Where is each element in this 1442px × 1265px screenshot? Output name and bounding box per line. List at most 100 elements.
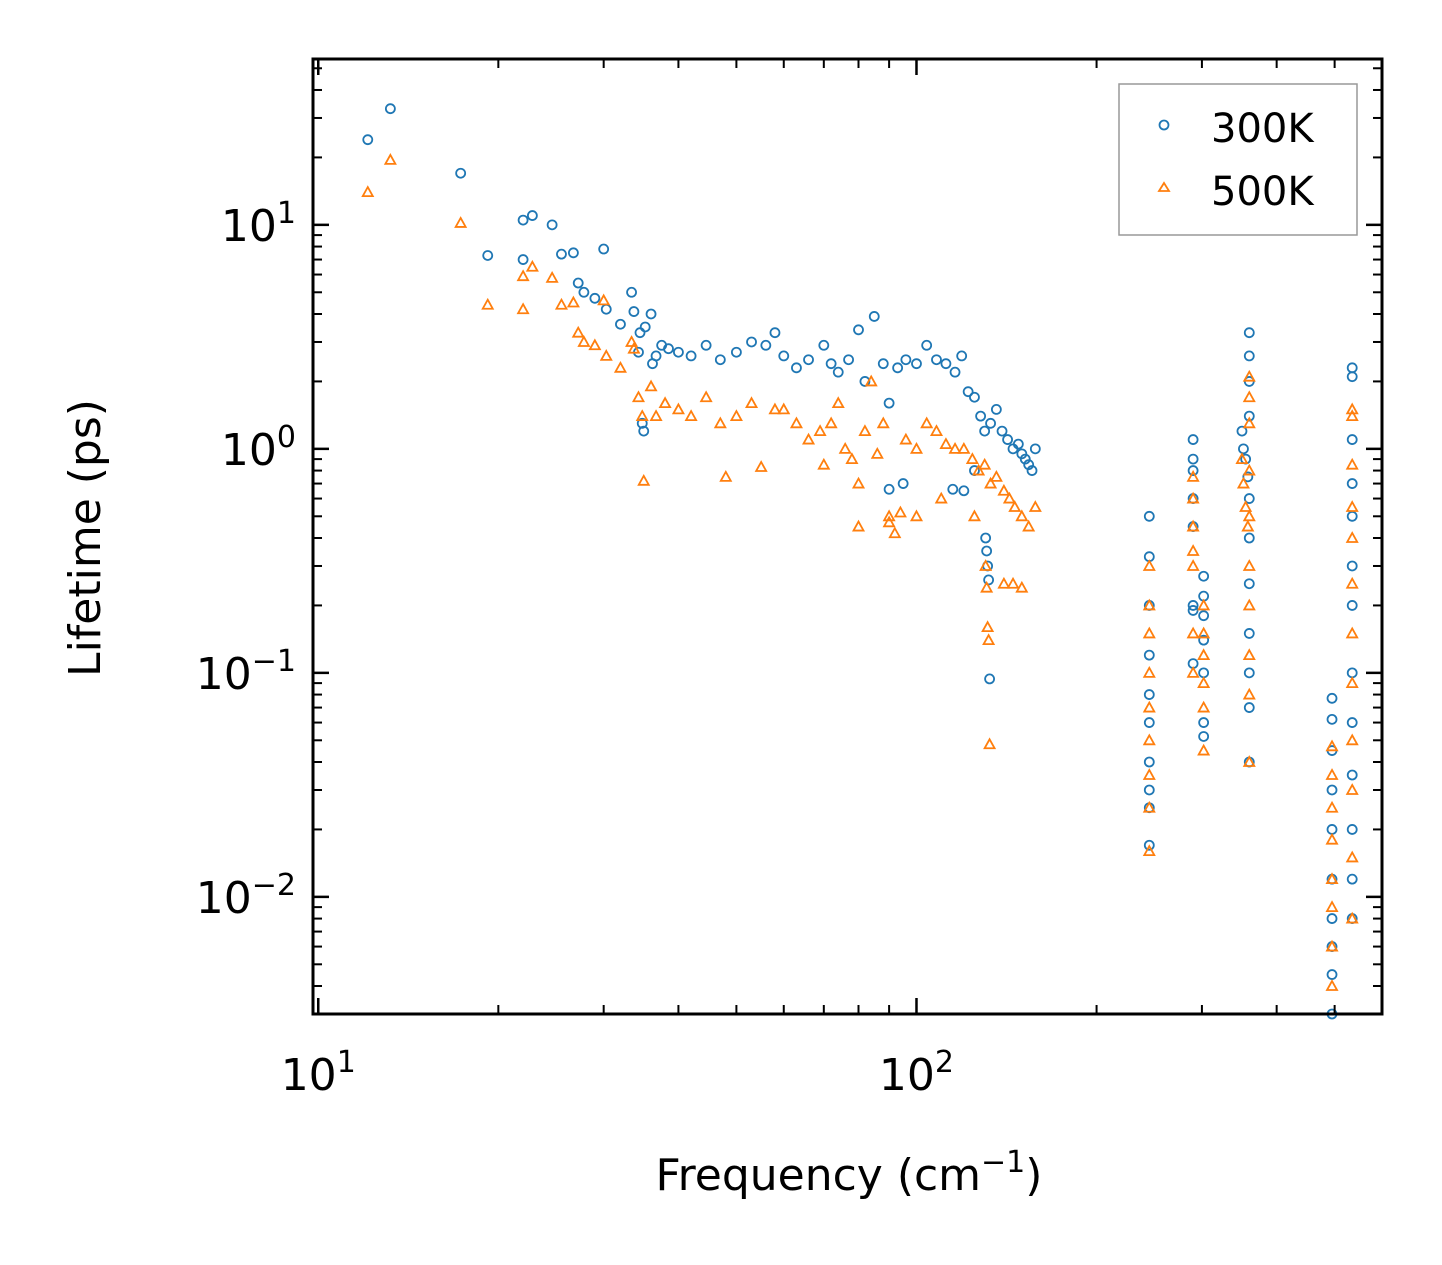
point-500k: [831, 396, 845, 409]
point-300k: [1243, 327, 1255, 339]
point-500k: [768, 402, 782, 415]
point-300k: [1143, 649, 1155, 661]
point-300k: [482, 250, 494, 261]
point-300k: [979, 425, 991, 437]
point-300k: [778, 350, 790, 362]
point-500k: [1345, 850, 1359, 863]
legend-box: [1118, 83, 1358, 236]
point-500k: [1345, 733, 1359, 746]
x-tick-label: 101: [281, 1045, 356, 1101]
point-500k: [838, 442, 852, 454]
point-500k: [1197, 700, 1211, 713]
point-300k: [825, 358, 837, 370]
point-500k: [1142, 800, 1156, 813]
point-500k: [649, 409, 663, 422]
point-300k: [803, 354, 814, 366]
point-500k: [864, 374, 878, 387]
point-300k: [626, 286, 637, 298]
point-500k: [1186, 626, 1200, 639]
point-300k: [568, 247, 579, 259]
point-300k: [730, 346, 742, 358]
point-300k: [1346, 560, 1358, 572]
point-500k: [982, 633, 996, 646]
point-300k: [639, 321, 651, 333]
point-500k: [817, 457, 831, 470]
legend-label-300k: 300K: [1211, 106, 1315, 152]
point-500k: [1186, 491, 1200, 504]
point-300k: [980, 532, 992, 544]
point-300k: [996, 425, 1008, 437]
legend-label-500k: 500K: [1211, 169, 1315, 215]
point-500k: [1197, 598, 1211, 611]
point-300k: [1143, 717, 1155, 728]
y-tick-label: 101: [221, 196, 296, 252]
point-300k: [1198, 634, 1210, 646]
point-500k: [1006, 576, 1020, 589]
point-500k: [754, 460, 768, 472]
point-300k: [546, 219, 558, 231]
point-500k: [909, 509, 924, 522]
point-300k: [1187, 605, 1199, 616]
point-500k: [1142, 700, 1156, 713]
point-500k: [554, 297, 568, 310]
point-500k: [929, 424, 944, 437]
point-300k: [685, 350, 697, 362]
point-300k: [1243, 350, 1255, 362]
point-300k: [911, 358, 922, 370]
point-300k: [1143, 839, 1155, 851]
point-300k: [517, 254, 529, 265]
point-500k: [644, 379, 658, 392]
point-300k: [931, 354, 942, 366]
point-500k: [627, 341, 641, 354]
point-300k: [647, 358, 658, 370]
y-tick-label: 10−2: [196, 868, 296, 924]
point-300k: [1346, 717, 1358, 728]
point-500k: [361, 185, 375, 198]
point-500k: [713, 416, 727, 429]
point-300k: [1243, 532, 1255, 544]
point-500k: [1325, 939, 1339, 952]
point-500k: [588, 338, 602, 351]
point-500k: [1242, 369, 1256, 382]
point-300k: [455, 167, 467, 179]
point-300k: [638, 425, 650, 437]
point-500k: [625, 335, 639, 347]
point-300k: [1026, 465, 1038, 476]
point-500k: [599, 349, 613, 361]
point-300k: [1243, 667, 1255, 679]
point-500k: [997, 483, 1011, 496]
point-500k: [979, 559, 993, 571]
point-500k: [1197, 626, 1211, 639]
point-500k: [1345, 911, 1359, 924]
point-300k: [598, 243, 610, 255]
point-300k: [1243, 578, 1255, 590]
point-300k: [1243, 410, 1255, 422]
point-500k: [899, 432, 913, 445]
point-500k: [516, 269, 530, 282]
point-300k: [1187, 434, 1199, 445]
point-500k: [1142, 666, 1156, 678]
point-500k: [983, 737, 997, 750]
point-500k: [1186, 559, 1200, 571]
point-300k: [1346, 600, 1358, 611]
point-300k: [700, 339, 712, 351]
point-300k: [832, 366, 844, 378]
point-500k: [1008, 500, 1022, 512]
point-300k: [958, 485, 970, 497]
point-500k: [824, 416, 838, 429]
point-500k: [1002, 491, 1016, 504]
point-500k: [920, 416, 934, 429]
point-300k: [1326, 713, 1338, 725]
ticks-layer: 101 102 101 100 10−1 10−2: [196, 59, 1383, 1101]
point-500k: [637, 473, 651, 486]
point-500k: [684, 409, 698, 422]
point-300k: [1243, 702, 1255, 713]
point-300k: [1243, 628, 1255, 639]
point-500k: [1022, 519, 1036, 532]
point-300k: [940, 358, 952, 370]
point-300k: [900, 354, 912, 366]
point-500k: [1186, 666, 1200, 678]
legend: 300K 500K: [1118, 83, 1358, 236]
point-500k: [1345, 457, 1359, 470]
point-300k: [578, 286, 590, 298]
